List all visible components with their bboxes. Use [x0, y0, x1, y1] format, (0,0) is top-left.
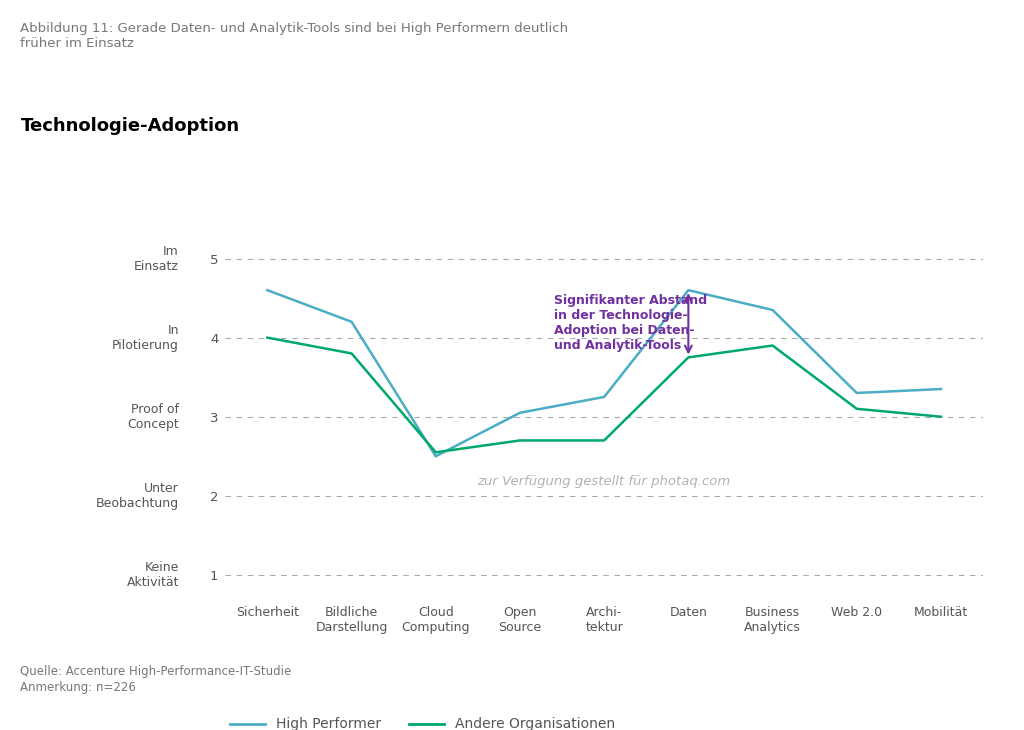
- Text: zur Verfügung gestellt für photaq.com: zur Verfügung gestellt für photaq.com: [477, 475, 731, 488]
- Text: Proof of
Concept: Proof of Concept: [127, 403, 179, 431]
- Text: Abbildung 11: Gerade Daten- und Analytik-Tools sind bei High Performern deutlich: Abbildung 11: Gerade Daten- und Analytik…: [20, 22, 568, 50]
- Text: Technologie-Adoption: Technologie-Adoption: [20, 117, 240, 135]
- Text: Signifikanter Abstand
in der Technologie-
Adoption bei Daten-
und Analytik-Tools: Signifikanter Abstand in der Technologie…: [554, 294, 707, 352]
- Text: Im
Einsatz: Im Einsatz: [134, 245, 179, 272]
- Text: Keine
Aktivität: Keine Aktivität: [127, 561, 179, 589]
- Text: In
Pilotierung: In Pilotierung: [112, 323, 179, 352]
- Text: Unter
Beobachtung: Unter Beobachtung: [96, 482, 179, 510]
- Legend: High Performer, Andere Organisationen: High Performer, Andere Organisationen: [224, 712, 621, 730]
- Text: Quelle: Accenture High-Performance-IT-Studie
Anmerkung: n=226: Quelle: Accenture High-Performance-IT-St…: [20, 666, 292, 693]
